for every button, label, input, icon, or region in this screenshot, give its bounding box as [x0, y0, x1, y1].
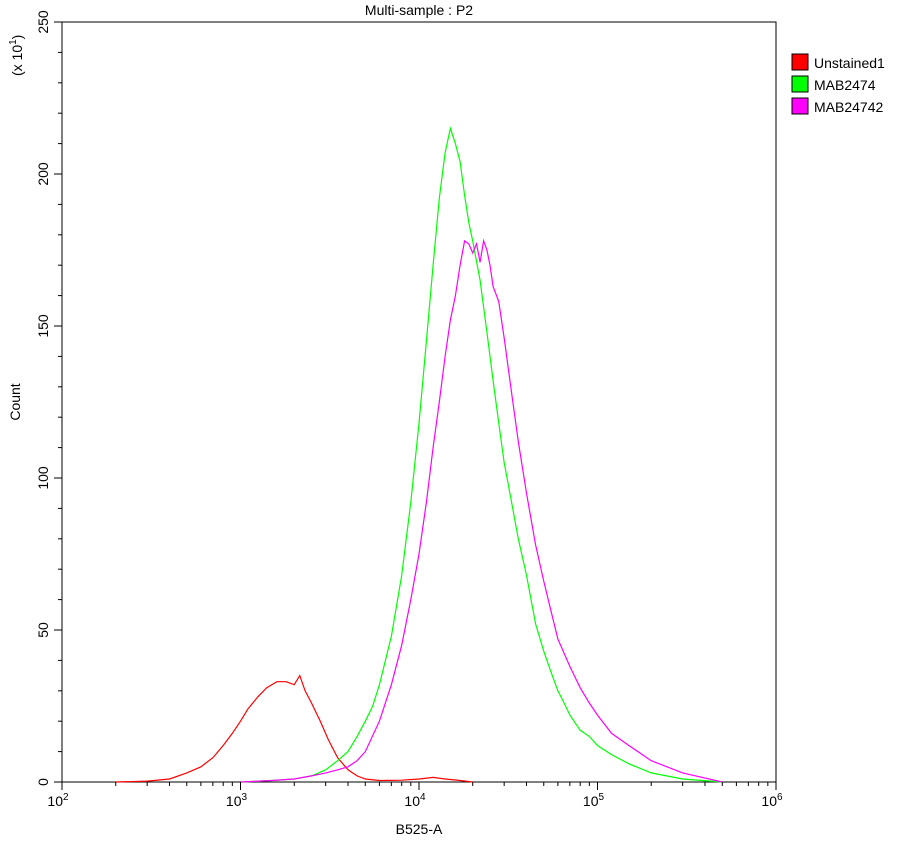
y-multiplier-suffix: ): [9, 35, 25, 40]
y-tick-label: 100: [35, 466, 51, 490]
y-axis: 0 50 100 150 200 250: [35, 10, 62, 786]
legend-swatch-mab24742: [791, 97, 809, 115]
legend-label-unstained1: Unstained1: [814, 55, 885, 71]
x-tick-base: 10: [47, 793, 63, 809]
x-tick-exponent: 2: [63, 792, 69, 803]
x-tick-exponent: 3: [242, 792, 248, 803]
x-tick-exponent: 5: [599, 792, 605, 803]
y-tick-label: 50: [35, 622, 51, 638]
y-multiplier-exponent: 1: [8, 39, 19, 45]
series-layer: [115, 126, 723, 783]
x-axis-label: B525-A: [396, 821, 443, 837]
legend-label-mab2474: MAB2474: [814, 77, 876, 93]
legend-swatch-unstained1: [791, 53, 809, 71]
x-tick-base: 10: [761, 793, 777, 809]
y-axis-label: Count: [7, 383, 23, 420]
y-tick-label: 250: [35, 10, 51, 34]
x-tick-exponent: 4: [420, 792, 426, 803]
x-tick-base: 10: [404, 793, 420, 809]
x-tick-label: 102: [47, 792, 69, 809]
x-tick-exponent: 6: [777, 792, 783, 803]
x-tick-label: 106: [761, 792, 783, 809]
y-multiplier-prefix: (x 10: [9, 45, 25, 76]
y-tick-label: 0: [35, 778, 51, 786]
legend: Unstained1 MAB2474 MAB24742: [791, 53, 885, 115]
y-tick-label: 150: [35, 314, 51, 338]
series-line-mab2474: [240, 126, 723, 783]
legend-swatch-mab2474: [791, 75, 809, 93]
series-line-unstained1: [115, 674, 473, 783]
x-tick-base: 10: [583, 793, 599, 809]
x-tick-label: 104: [404, 792, 426, 809]
y-tick-label: 200: [35, 162, 51, 186]
x-tick-label: 105: [583, 792, 605, 809]
chart-title: Multi-sample : P2: [365, 2, 473, 18]
x-tick-base: 10: [226, 793, 242, 809]
y-multiplier-label: (x 101): [8, 35, 25, 76]
series-line-mab24742: [240, 238, 723, 783]
x-tick-label: 103: [226, 792, 248, 809]
legend-label-mab24742: MAB24742: [814, 99, 883, 115]
x-axis: 102 103 104 105 106: [47, 782, 783, 809]
